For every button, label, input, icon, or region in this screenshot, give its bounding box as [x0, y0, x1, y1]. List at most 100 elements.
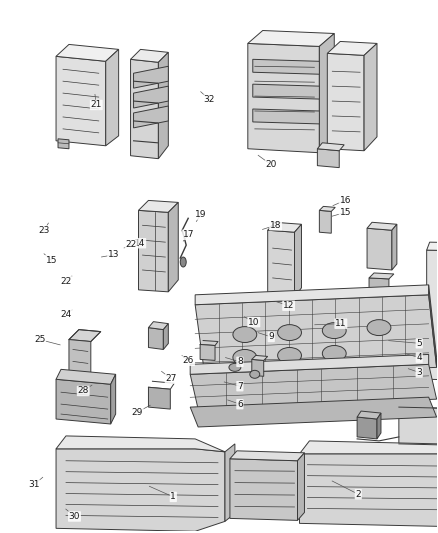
Polygon shape — [148, 387, 170, 409]
Polygon shape — [225, 444, 235, 521]
Polygon shape — [58, 139, 69, 149]
Polygon shape — [319, 211, 331, 233]
Polygon shape — [427, 242, 438, 252]
Polygon shape — [190, 365, 437, 409]
Text: 27: 27 — [166, 374, 177, 383]
Text: 1: 1 — [170, 492, 176, 502]
Text: 28: 28 — [78, 386, 89, 395]
Text: 19: 19 — [195, 210, 206, 219]
Ellipse shape — [250, 370, 260, 378]
Polygon shape — [190, 397, 437, 427]
Text: 11: 11 — [335, 319, 346, 328]
Text: 32: 32 — [204, 95, 215, 104]
Polygon shape — [230, 459, 297, 520]
Polygon shape — [268, 222, 301, 232]
Polygon shape — [56, 379, 111, 424]
Polygon shape — [297, 453, 304, 520]
Polygon shape — [429, 285, 437, 367]
Text: 31: 31 — [28, 480, 40, 489]
Polygon shape — [56, 44, 119, 61]
Text: 12: 12 — [283, 301, 294, 310]
Polygon shape — [319, 34, 334, 153]
Ellipse shape — [180, 257, 186, 267]
Polygon shape — [134, 106, 168, 128]
Text: 16: 16 — [339, 196, 351, 205]
Bar — [437, 320, 438, 354]
Polygon shape — [252, 359, 264, 376]
Polygon shape — [134, 66, 168, 88]
Polygon shape — [357, 417, 377, 439]
Polygon shape — [248, 30, 334, 46]
Ellipse shape — [233, 327, 257, 343]
Polygon shape — [69, 329, 101, 342]
Polygon shape — [56, 436, 225, 452]
Text: 10: 10 — [248, 318, 260, 327]
Polygon shape — [319, 206, 335, 212]
Text: 13: 13 — [108, 251, 120, 260]
Text: 17: 17 — [183, 230, 194, 239]
Polygon shape — [148, 321, 168, 329]
Text: 15: 15 — [339, 208, 351, 217]
Bar — [437, 320, 438, 354]
Polygon shape — [369, 273, 394, 279]
Text: 20: 20 — [265, 160, 277, 169]
Text: 26: 26 — [183, 356, 194, 365]
Polygon shape — [168, 203, 178, 292]
Polygon shape — [327, 42, 377, 55]
Polygon shape — [148, 328, 163, 350]
Text: 24: 24 — [60, 310, 71, 319]
Polygon shape — [111, 374, 116, 424]
Polygon shape — [253, 109, 319, 124]
Text: 18: 18 — [270, 221, 281, 230]
Polygon shape — [318, 143, 344, 151]
Polygon shape — [318, 149, 339, 168]
Text: 3: 3 — [417, 368, 422, 377]
Text: 9: 9 — [268, 333, 274, 342]
Polygon shape — [369, 278, 389, 299]
Text: 8: 8 — [237, 357, 243, 366]
Polygon shape — [195, 285, 429, 305]
Text: 6: 6 — [237, 400, 243, 409]
Text: 4: 4 — [417, 353, 422, 362]
Polygon shape — [327, 53, 364, 151]
Polygon shape — [159, 52, 168, 159]
Polygon shape — [190, 354, 429, 374]
Ellipse shape — [278, 348, 301, 364]
Text: 22: 22 — [60, 277, 71, 286]
Polygon shape — [357, 411, 381, 419]
Polygon shape — [300, 454, 438, 527]
Text: 2: 2 — [356, 490, 361, 499]
Polygon shape — [367, 228, 392, 270]
Text: 15: 15 — [46, 256, 57, 265]
Text: 23: 23 — [39, 226, 50, 235]
Text: 5: 5 — [417, 339, 422, 348]
Ellipse shape — [229, 364, 241, 372]
Polygon shape — [131, 50, 168, 62]
Ellipse shape — [233, 350, 257, 365]
Polygon shape — [364, 43, 377, 151]
Ellipse shape — [322, 322, 346, 338]
Text: 25: 25 — [34, 335, 46, 344]
Polygon shape — [138, 211, 168, 292]
Polygon shape — [56, 56, 106, 146]
Polygon shape — [56, 449, 225, 531]
Text: 14: 14 — [134, 239, 145, 248]
Text: 21: 21 — [91, 100, 102, 109]
Polygon shape — [253, 84, 319, 99]
Polygon shape — [69, 340, 91, 386]
Polygon shape — [427, 250, 438, 381]
Text: 30: 30 — [69, 512, 80, 521]
Polygon shape — [195, 295, 437, 377]
Polygon shape — [106, 50, 119, 146]
Polygon shape — [252, 356, 268, 360]
Ellipse shape — [322, 345, 346, 361]
Ellipse shape — [278, 325, 301, 341]
Text: 22: 22 — [125, 240, 137, 249]
Polygon shape — [294, 224, 301, 297]
Polygon shape — [134, 86, 168, 108]
Polygon shape — [377, 413, 381, 439]
Bar — [437, 272, 438, 310]
Polygon shape — [392, 224, 397, 270]
Text: 7: 7 — [237, 382, 243, 391]
Polygon shape — [300, 441, 438, 457]
